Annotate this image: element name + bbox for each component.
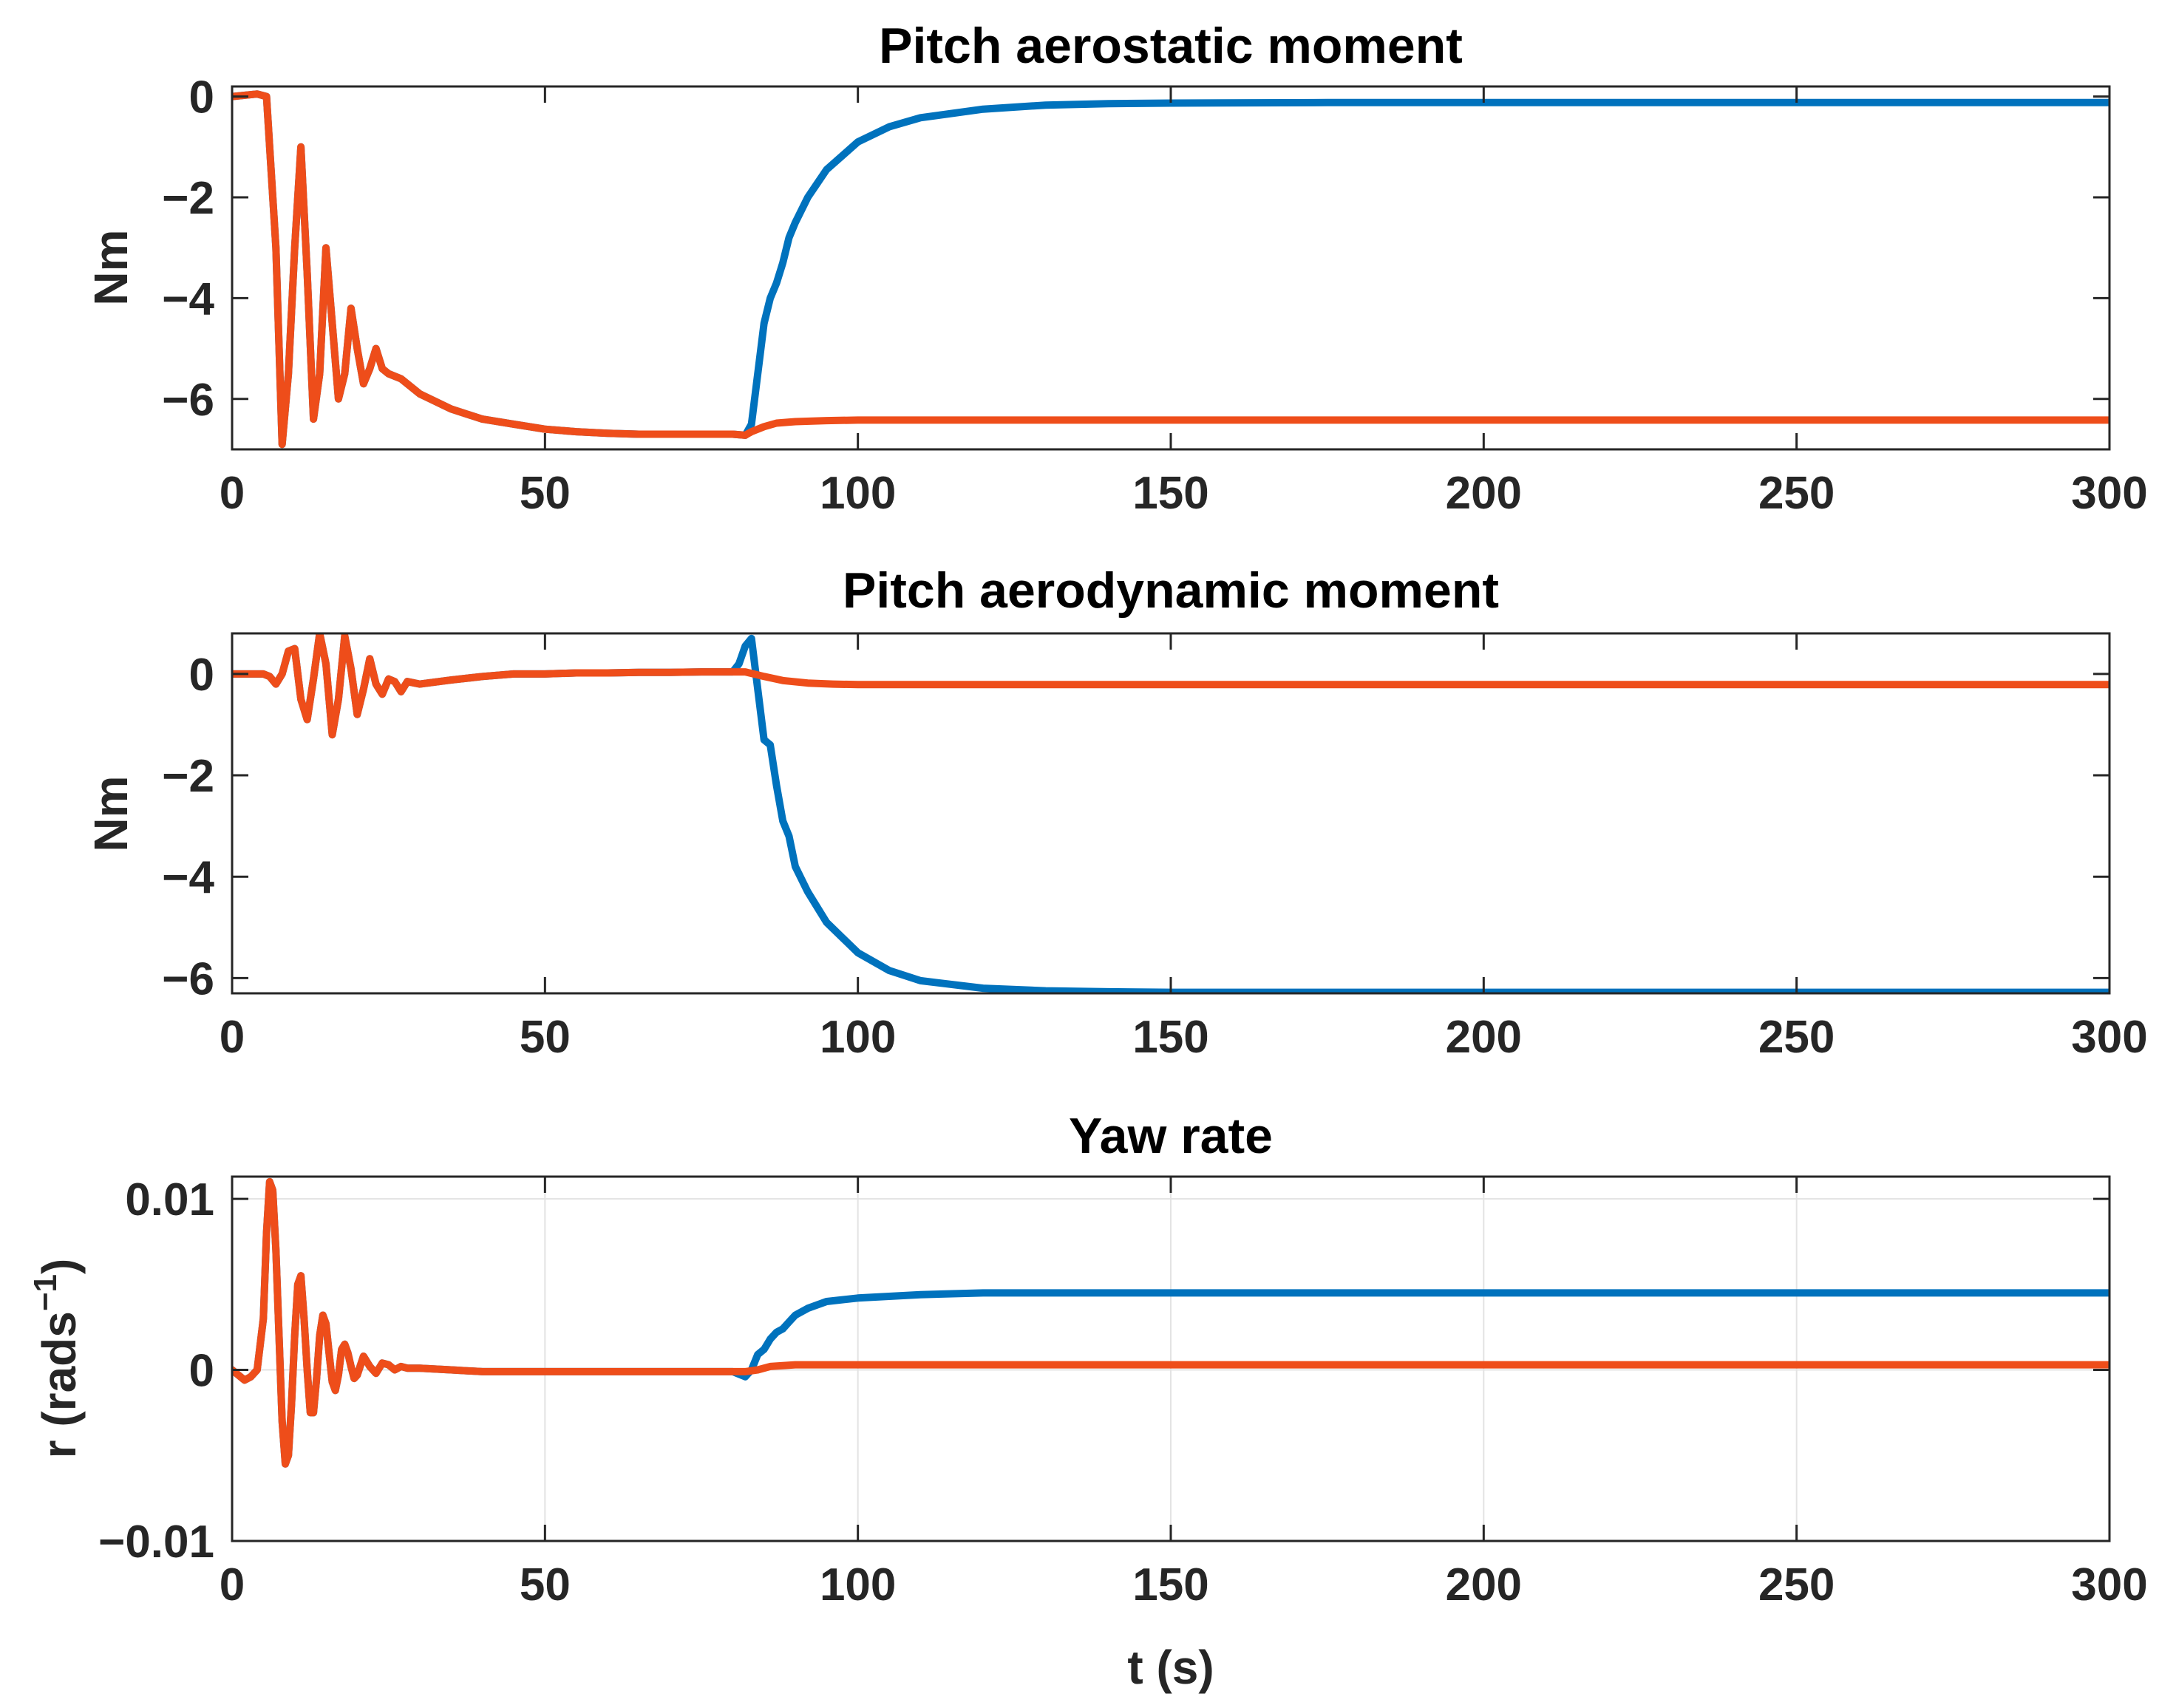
x-tick-label: 300	[2071, 1012, 2147, 1063]
y-tick-label: 0	[189, 650, 214, 701]
x-tick-label: 50	[520, 1559, 571, 1610]
y-tick-label: −2	[162, 173, 214, 224]
x-axis-label: t (s)	[1127, 1641, 1214, 1694]
chart-title: Pitch aerostatic moment	[879, 18, 1463, 74]
y-axis-label: Nm	[84, 229, 137, 305]
x-tick-label: 150	[1132, 468, 1208, 519]
y-tick-label: −4	[162, 852, 214, 903]
x-tick-label: 200	[1446, 1559, 1522, 1610]
subplot-pitch-aerostatic-moment: Pitch aerostatic moment 0 50 100 150 200 250 3…	[84, 18, 2148, 519]
x-tick-label: 300	[2071, 468, 2147, 519]
x-tick-label: 50	[520, 1012, 571, 1063]
x-tick-label: 150	[1132, 1559, 1208, 1610]
ticks-group: 0 50 100 150 200 250 300 −6 −4 −2 0	[162, 633, 2148, 1063]
x-tick-label: 0	[220, 1559, 245, 1610]
subplot-pitch-aerodynamic-moment: Pitch aerodynamic moment 0 50 100 150 200 250…	[84, 562, 2148, 1063]
series-line-2	[232, 1177, 2109, 1468]
x-tick-label: 0	[220, 468, 245, 519]
series-line-2	[232, 90, 2109, 449]
y-axis-label: r (rads−1)	[27, 1259, 86, 1459]
x-tick-label: 250	[1758, 1012, 1835, 1063]
series-group	[232, 90, 2109, 449]
x-tick-label: 200	[1446, 1012, 1522, 1063]
x-tick-label: 200	[1446, 468, 1522, 519]
y-tick-label: −4	[162, 273, 214, 324]
x-tick-label: 250	[1758, 468, 1835, 519]
x-tick-label: 0	[220, 1012, 245, 1063]
x-tick-label: 300	[2071, 1559, 2147, 1610]
chart-title: Pitch aerodynamic moment	[843, 562, 1499, 619]
x-tick-label: 100	[820, 468, 896, 519]
chart-title: Yaw rate	[1069, 1108, 1273, 1164]
y-tick-label: 0	[189, 72, 214, 123]
x-tick-label: 50	[520, 468, 571, 519]
x-tick-label: 250	[1758, 1559, 1835, 1610]
grid-group	[231, 1177, 2110, 1542]
y-tick-label: −2	[162, 751, 214, 802]
y-tick-label: −6	[162, 953, 214, 1004]
x-tick-label: 100	[820, 1559, 896, 1610]
y-tick-label: 0	[189, 1346, 214, 1397]
series-line-1	[232, 90, 2109, 449]
y-axis-label: Nm	[84, 775, 137, 851]
y-tick-label: −0.01	[98, 1517, 214, 1568]
series-group	[232, 1177, 2109, 1468]
ticks-group: 0 50 100 150 200 250 300 −6 −4 −2 0	[162, 72, 2147, 519]
series-group	[232, 633, 2109, 993]
x-tick-label: 100	[820, 1012, 896, 1063]
y-tick-label: 0.01	[125, 1174, 214, 1225]
y-axis-label-superscript: −1	[27, 1274, 64, 1311]
y-tick-label: −6	[162, 375, 214, 426]
axes-box	[231, 85, 2111, 451]
x-tick-label: 150	[1132, 1012, 1208, 1063]
y-axis-label-main: r (rads	[33, 1311, 86, 1458]
y-axis-label-suffix: )	[33, 1259, 86, 1274]
series-line-2	[232, 633, 2109, 739]
